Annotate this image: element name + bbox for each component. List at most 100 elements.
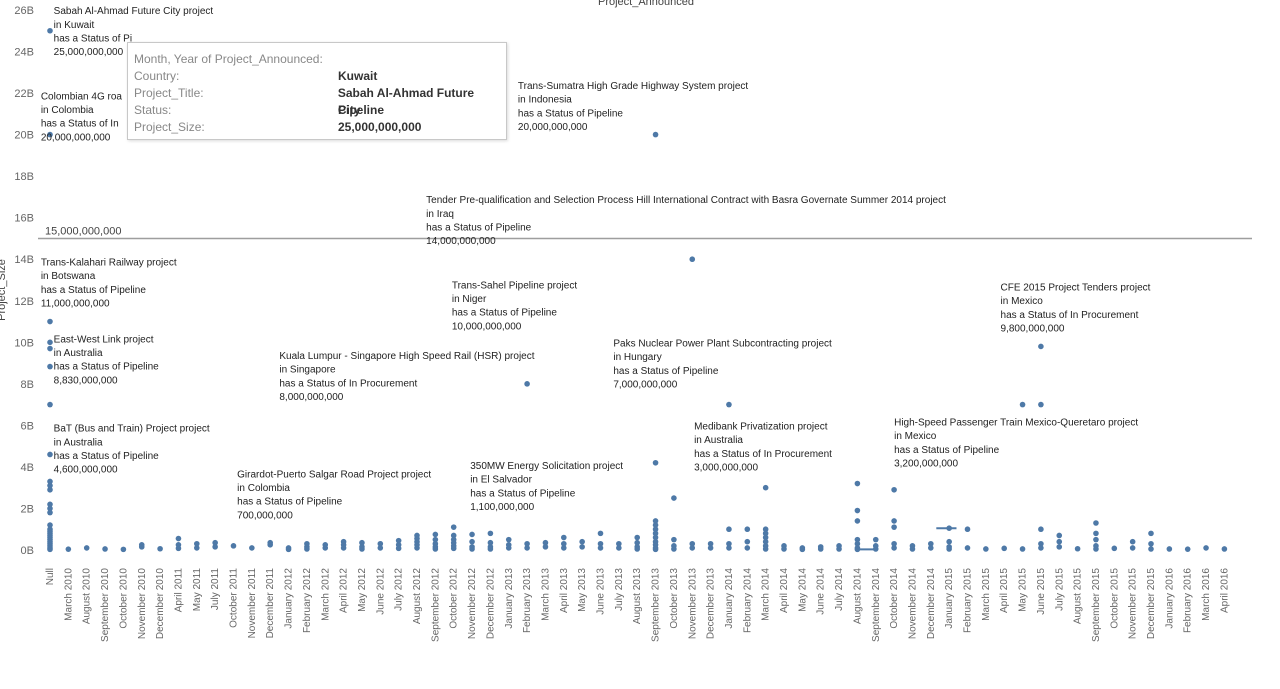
data-point[interactable] bbox=[65, 546, 72, 552]
data-point[interactable] bbox=[102, 546, 108, 552]
data-point[interactable] bbox=[432, 531, 439, 538]
data-point[interactable] bbox=[689, 545, 696, 551]
data-point[interactable] bbox=[505, 545, 512, 551]
data-point[interactable] bbox=[47, 401, 53, 408]
data-point[interactable] bbox=[1203, 545, 1209, 551]
data-point[interactable] bbox=[1038, 526, 1044, 533]
data-point[interactable] bbox=[652, 131, 659, 138]
data-point[interactable] bbox=[597, 530, 604, 537]
data-point[interactable] bbox=[1093, 530, 1099, 537]
data-point[interactable] bbox=[542, 544, 549, 550]
data-point[interactable] bbox=[377, 545, 384, 551]
data-point[interactable] bbox=[928, 540, 934, 547]
data-point[interactable] bbox=[487, 539, 494, 546]
data-point[interactable] bbox=[579, 544, 585, 550]
data-point[interactable] bbox=[726, 401, 732, 408]
data-point[interactable] bbox=[634, 546, 640, 552]
data-point[interactable] bbox=[395, 537, 402, 544]
data-point[interactable] bbox=[872, 546, 879, 552]
data-point[interactable] bbox=[762, 546, 769, 552]
data-point[interactable] bbox=[891, 486, 897, 493]
data-point[interactable] bbox=[194, 545, 200, 551]
data-point[interactable] bbox=[928, 545, 934, 551]
data-point[interactable] bbox=[47, 522, 53, 528]
data-point[interactable] bbox=[1093, 546, 1099, 552]
data-point[interactable] bbox=[524, 545, 530, 551]
data-point[interactable] bbox=[762, 534, 769, 541]
data-point[interactable] bbox=[891, 540, 897, 547]
data-point[interactable] bbox=[47, 451, 53, 458]
data-point[interactable] bbox=[1148, 530, 1154, 537]
data-point[interactable] bbox=[212, 539, 218, 546]
data-point[interactable] bbox=[1001, 545, 1007, 552]
data-point[interactable] bbox=[946, 538, 952, 545]
data-point[interactable] bbox=[707, 540, 714, 547]
data-point[interactable] bbox=[469, 531, 475, 538]
data-point[interactable] bbox=[138, 542, 145, 548]
data-point[interactable] bbox=[781, 546, 787, 552]
data-point[interactable] bbox=[854, 546, 861, 553]
data-point[interactable] bbox=[909, 546, 916, 552]
data-point[interactable] bbox=[964, 526, 971, 533]
data-point[interactable] bbox=[47, 339, 53, 346]
data-point[interactable] bbox=[340, 545, 347, 551]
data-point[interactable] bbox=[267, 542, 274, 548]
data-point[interactable] bbox=[194, 540, 200, 547]
data-point[interactable] bbox=[652, 546, 659, 553]
data-point[interactable] bbox=[1221, 546, 1228, 552]
data-point[interactable] bbox=[652, 534, 659, 541]
data-point[interactable] bbox=[1038, 545, 1044, 551]
data-point[interactable] bbox=[634, 534, 640, 541]
data-point[interactable] bbox=[524, 381, 530, 387]
data-point[interactable] bbox=[799, 546, 806, 553]
data-point[interactable] bbox=[671, 536, 677, 543]
data-point[interactable] bbox=[1056, 538, 1063, 545]
data-point[interactable] bbox=[1038, 343, 1044, 350]
data-point[interactable] bbox=[249, 545, 255, 551]
data-point[interactable] bbox=[285, 546, 292, 553]
data-point[interactable] bbox=[561, 545, 567, 551]
data-point[interactable] bbox=[854, 480, 861, 487]
data-point[interactable] bbox=[1184, 546, 1191, 552]
data-point[interactable] bbox=[854, 518, 861, 524]
data-point[interactable] bbox=[891, 518, 897, 524]
data-point[interactable] bbox=[854, 507, 861, 514]
data-point[interactable] bbox=[432, 546, 439, 552]
data-point[interactable] bbox=[1129, 545, 1136, 551]
data-point[interactable] bbox=[542, 539, 549, 546]
data-point[interactable] bbox=[395, 545, 402, 552]
data-point[interactable] bbox=[1056, 532, 1063, 539]
data-point[interactable] bbox=[671, 546, 677, 552]
data-point[interactable] bbox=[946, 546, 952, 552]
data-point[interactable] bbox=[47, 501, 53, 508]
data-point[interactable] bbox=[634, 539, 640, 546]
data-point[interactable] bbox=[450, 524, 457, 530]
data-point[interactable] bbox=[762, 538, 769, 545]
data-point[interactable] bbox=[1074, 545, 1081, 552]
data-point[interactable] bbox=[120, 546, 127, 553]
data-point[interactable] bbox=[47, 318, 53, 325]
data-point[interactable] bbox=[47, 509, 53, 516]
data-point[interactable] bbox=[47, 482, 53, 489]
data-point[interactable] bbox=[359, 539, 365, 546]
data-point[interactable] bbox=[83, 545, 90, 551]
data-point[interactable] bbox=[652, 526, 659, 533]
data-point[interactable] bbox=[524, 540, 530, 547]
data-point[interactable] bbox=[157, 545, 163, 552]
data-point[interactable] bbox=[175, 545, 182, 552]
data-point[interactable] bbox=[1148, 540, 1154, 547]
data-point[interactable] bbox=[579, 538, 585, 545]
data-point[interactable] bbox=[744, 545, 751, 551]
data-point[interactable] bbox=[762, 484, 769, 491]
data-point[interactable] bbox=[47, 546, 53, 553]
data-point[interactable] bbox=[891, 524, 897, 530]
data-point[interactable] bbox=[47, 486, 53, 493]
data-point[interactable] bbox=[689, 540, 696, 547]
data-point[interactable] bbox=[1093, 536, 1099, 543]
data-point[interactable] bbox=[762, 526, 769, 533]
data-point[interactable] bbox=[1148, 546, 1154, 552]
data-point[interactable] bbox=[872, 536, 879, 543]
data-point[interactable] bbox=[47, 345, 53, 352]
data-point[interactable] bbox=[561, 534, 567, 541]
data-point[interactable] bbox=[432, 536, 439, 543]
